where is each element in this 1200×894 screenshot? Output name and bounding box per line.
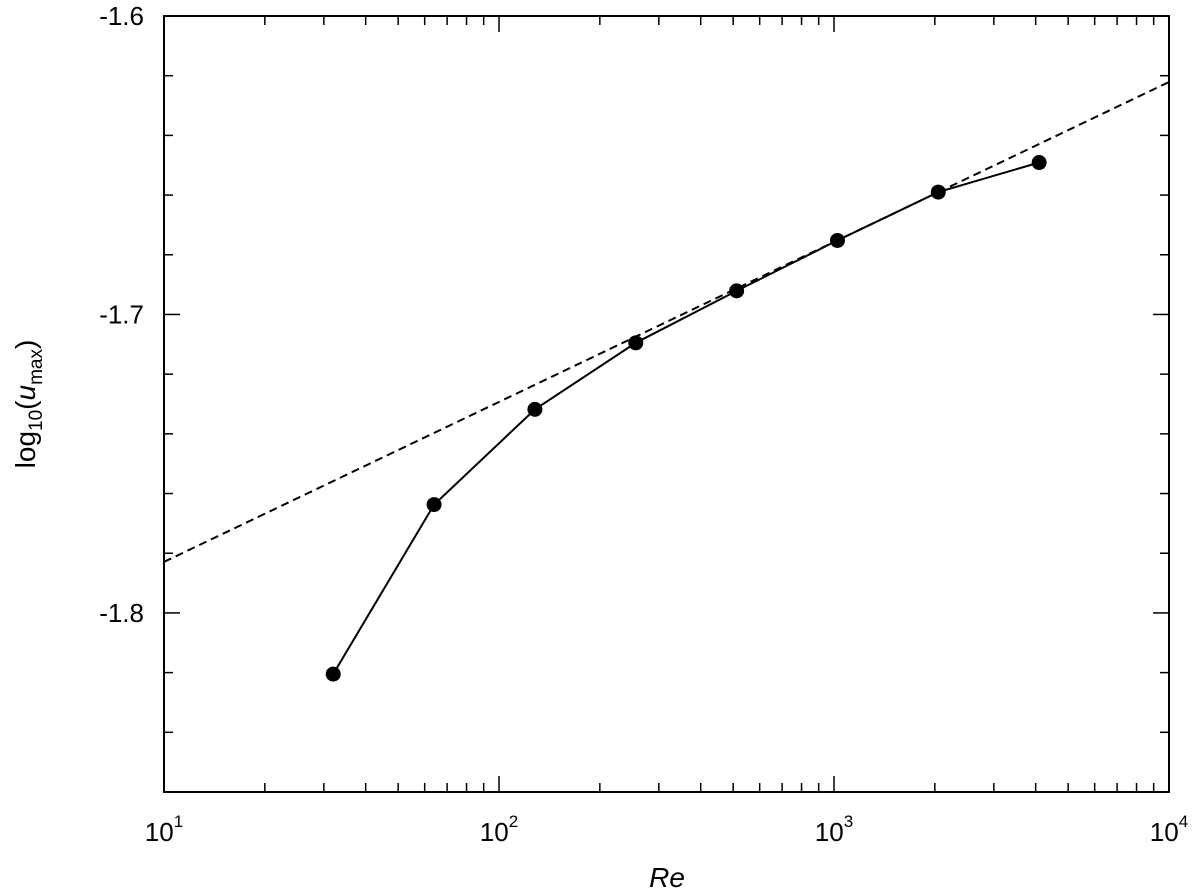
data-point: [930, 184, 946, 200]
x-axis-title: Re: [649, 862, 685, 893]
data-point: [1031, 155, 1047, 171]
data-point: [426, 497, 442, 513]
series-markers: [325, 155, 1047, 682]
data-point: [628, 335, 644, 351]
y-axis-title: log10(umax): [10, 340, 47, 469]
x-tick-label: 103: [815, 812, 853, 847]
x-tick-label: 102: [480, 812, 518, 847]
axis-ticks: [163, 15, 1170, 793]
x-tick-label: 101: [145, 812, 183, 847]
y-tick-label: -1.6: [99, 1, 144, 31]
y-tick-label: -1.7: [99, 299, 144, 329]
plot-frame: [163, 15, 1170, 793]
series-lines: [163, 81, 1170, 675]
x-tick-label: 104: [1150, 812, 1188, 847]
data-point: [729, 283, 745, 299]
data-point: [829, 232, 845, 248]
y-tick-label: -1.8: [99, 598, 144, 628]
data-point: [527, 401, 543, 417]
data-series-line: [332, 161, 1040, 675]
tick-labels: 101 102 103 104 -1.6 -1.7 -1.8: [99, 1, 1188, 847]
data-point: [325, 666, 341, 682]
fit-dashed-line: [163, 81, 1170, 563]
